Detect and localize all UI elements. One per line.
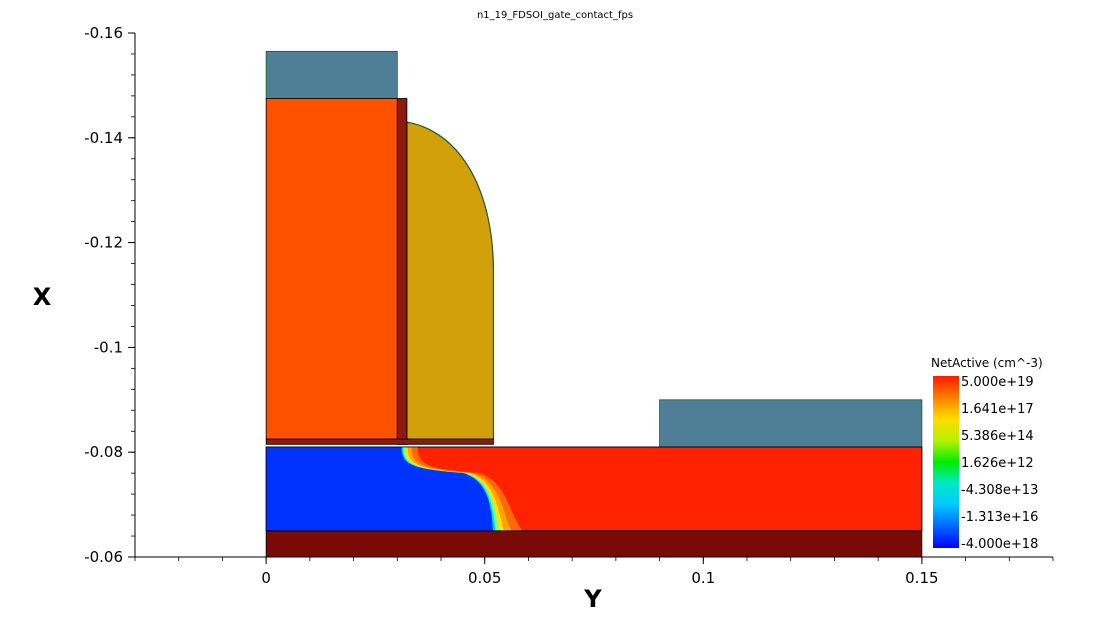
- legend-title: NetActive (cm^-3): [931, 356, 1043, 370]
- legend-label: 1.641e+17: [961, 402, 1034, 417]
- region-gate: [265, 98, 398, 440]
- x-tick-label: 0.05: [468, 569, 501, 587]
- y-axis-label: X: [33, 283, 52, 311]
- y-tick-label: -0.14: [84, 129, 123, 147]
- region-source-drain-contact: [659, 399, 923, 448]
- region-gate-oxide: [265, 438, 494, 445]
- chart-title: n1_19_FDSOI_gate_contact_fps: [477, 10, 633, 21]
- x-tick-label: 0: [261, 569, 271, 587]
- region-spacer: [406, 121, 495, 440]
- y-tick-label: -0.16: [84, 24, 123, 42]
- axes: 0 0.05 0.1 0.15 -0.16 -0.14 -0.12 -0.1 -0.08 -0.0…: [84, 24, 1054, 587]
- legend-label: -1.313e+16: [961, 510, 1038, 525]
- region-gate-liner: [396, 98, 408, 445]
- y-tick-label: -0.12: [84, 234, 123, 252]
- region-gate-contact: [265, 50, 398, 99]
- legend-label: 5.386e+14: [961, 429, 1034, 444]
- y-tick-label: -0.06: [84, 548, 123, 566]
- x-axis-label: Y: [583, 585, 602, 613]
- color-legend: NetActive (cm^-3) 5.000e+19 1.641e+17 5.386…: [931, 356, 1043, 552]
- legend-label: -4.000e+18: [961, 537, 1038, 552]
- x-tick-label: 0.1: [691, 569, 715, 587]
- device-regions: [265, 50, 923, 558]
- region-buried-oxide: [265, 530, 923, 558]
- legend-colorbar: [933, 376, 959, 548]
- doping-layer-5: [266, 446, 494, 531]
- x-tick-label: 0.15: [905, 569, 938, 587]
- y-tick-label: -0.1: [94, 338, 123, 356]
- legend-label: 1.626e+12: [961, 456, 1034, 471]
- legend-label: -4.308e+13: [961, 483, 1038, 498]
- legend-label: 5.000e+19: [961, 375, 1034, 390]
- y-tick-label: -0.08: [84, 443, 123, 461]
- region-silicon-outline: [265, 446, 923, 532]
